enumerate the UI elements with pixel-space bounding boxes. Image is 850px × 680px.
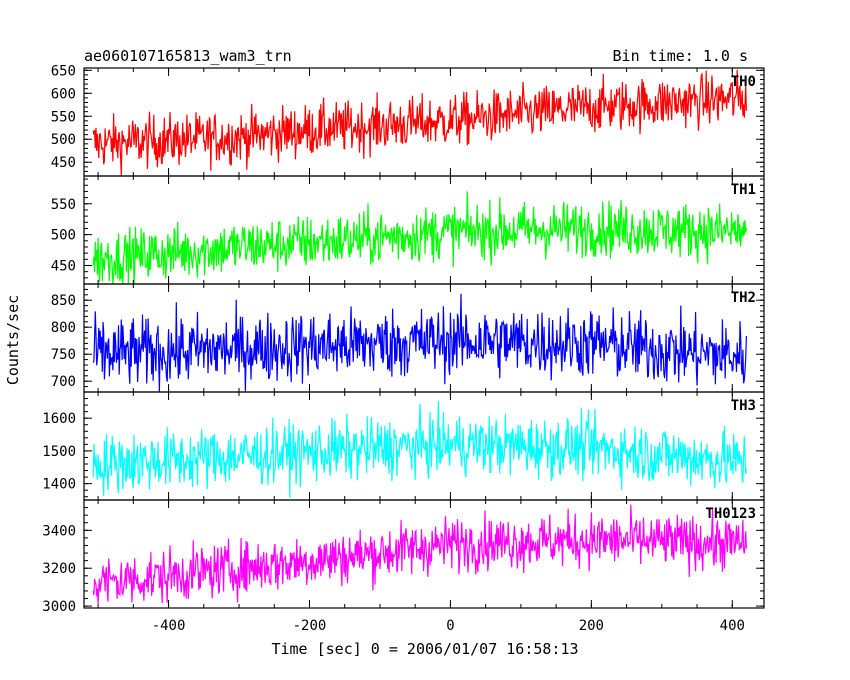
y-tick-label: 450 <box>51 155 76 171</box>
y-tick-label: 3000 <box>42 599 76 615</box>
y-tick-label: 550 <box>51 197 76 213</box>
series-label-th1: TH1 <box>731 182 756 198</box>
y-tick-label: 700 <box>51 374 76 390</box>
y-tick-label: 3400 <box>42 523 76 539</box>
series-label-th0123: TH0123 <box>705 506 756 522</box>
x-tick-label: 200 <box>579 618 604 634</box>
series-label-th3: TH3 <box>731 398 756 414</box>
series-line-th2 <box>92 293 747 393</box>
x-tick-label: -400 <box>152 618 186 634</box>
y-tick-label: 500 <box>51 228 76 244</box>
chart-title: ae060107165813_wam3_trn <box>84 47 292 65</box>
x-tick-label: 0 <box>446 618 454 634</box>
series-line-th1 <box>92 191 747 285</box>
x-tick-label: -200 <box>293 618 327 634</box>
series-line-th3 <box>92 400 747 498</box>
y-tick-label: 550 <box>51 109 76 125</box>
bin-time-label: Bin time: 1.0 s <box>613 47 748 65</box>
y-tick-label: 850 <box>51 293 76 309</box>
y-tick-label: 600 <box>51 86 76 102</box>
x-tick-label: 400 <box>720 618 745 634</box>
y-tick-label: 650 <box>51 63 76 79</box>
y-tick-label: 1500 <box>42 444 76 460</box>
panel-frame-th0123 <box>83 499 765 609</box>
y-tick-label: 450 <box>51 258 76 274</box>
y-tick-label: 800 <box>51 320 76 336</box>
y-tick-label: 500 <box>51 132 76 148</box>
series-label-th0: TH0 <box>731 74 756 90</box>
y-tick-label: 750 <box>51 347 76 363</box>
panels-group: 450 500 550 600 650 TH0 450 500 550 TH1 700 750 800 8… <box>42 63 765 634</box>
y-axis-label: Counts/sec <box>4 295 22 385</box>
y-tick-label: 3200 <box>42 561 76 577</box>
x-axis-label: Time [sec] 0 = 2006/01/07 16:58:13 <box>271 640 578 658</box>
y-tick-label: 1600 <box>42 411 76 427</box>
y-tick-label: 1400 <box>42 477 76 493</box>
series-label-th2: TH2 <box>731 290 756 306</box>
series-line-th0 <box>92 69 747 177</box>
series-line-th0123 <box>92 504 747 605</box>
